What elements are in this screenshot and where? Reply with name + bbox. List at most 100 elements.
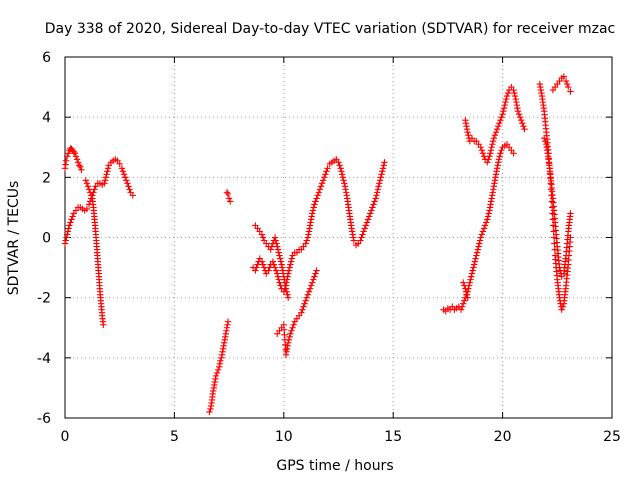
data-point bbox=[370, 201, 377, 208]
data-point bbox=[65, 150, 72, 157]
data-point bbox=[493, 126, 501, 133]
data-point bbox=[63, 231, 71, 238]
data-point bbox=[282, 285, 290, 292]
data-point bbox=[559, 303, 566, 310]
data-point bbox=[340, 177, 347, 184]
data-point bbox=[482, 219, 490, 226]
data-point bbox=[76, 162, 83, 169]
data-point bbox=[72, 153, 80, 160]
y-tick-label: -6 bbox=[37, 411, 51, 427]
data-point bbox=[288, 327, 295, 334]
data-point bbox=[286, 333, 293, 340]
data-point bbox=[67, 219, 74, 226]
data-point bbox=[476, 240, 483, 247]
data-point bbox=[102, 174, 110, 181]
data-point bbox=[63, 234, 70, 241]
data-point bbox=[213, 369, 221, 377]
data-point bbox=[467, 276, 474, 283]
data-point bbox=[462, 285, 469, 292]
data-point bbox=[371, 198, 378, 205]
data-point bbox=[269, 258, 277, 265]
data-point bbox=[495, 156, 503, 163]
data-point bbox=[319, 177, 327, 184]
data-point bbox=[375, 183, 382, 190]
data-point bbox=[472, 255, 479, 262]
data-point bbox=[68, 216, 75, 223]
data-point bbox=[252, 267, 259, 274]
data-point bbox=[357, 237, 364, 244]
data-point bbox=[303, 237, 310, 244]
data-point bbox=[365, 213, 373, 220]
data-point bbox=[70, 148, 77, 155]
data-point bbox=[104, 168, 111, 175]
data-point bbox=[490, 135, 498, 142]
data-point bbox=[322, 171, 329, 178]
data-point bbox=[520, 122, 527, 130]
data-point bbox=[309, 207, 317, 214]
data-point bbox=[381, 159, 388, 166]
axis-ticks: 0 5 10 15 20 25 -6 -4 -2 0 2 4 6 bbox=[37, 50, 621, 445]
data-point bbox=[285, 267, 293, 274]
data-point bbox=[484, 213, 492, 220]
data-point bbox=[69, 213, 76, 220]
data-point bbox=[85, 186, 93, 193]
data-point bbox=[373, 189, 381, 196]
data-point bbox=[516, 113, 524, 121]
data-point bbox=[488, 144, 495, 151]
data-point bbox=[360, 228, 367, 235]
data-point bbox=[83, 205, 91, 213]
data-point bbox=[548, 198, 556, 205]
data-point bbox=[101, 177, 109, 184]
data-point bbox=[521, 126, 528, 133]
data-point bbox=[86, 189, 94, 196]
data-point bbox=[567, 210, 574, 217]
data-point bbox=[276, 255, 284, 262]
data-point bbox=[223, 189, 231, 196]
data-point bbox=[313, 195, 320, 202]
data-point bbox=[299, 306, 306, 313]
data-point bbox=[310, 276, 317, 283]
data-point bbox=[74, 159, 82, 166]
data-point bbox=[337, 165, 344, 172]
data-point bbox=[567, 88, 574, 95]
data-point bbox=[468, 270, 476, 277]
data-point bbox=[313, 267, 320, 274]
data-point bbox=[119, 168, 127, 175]
data-point bbox=[497, 116, 504, 124]
data-point bbox=[359, 231, 366, 238]
data-point bbox=[315, 189, 323, 196]
data-point bbox=[460, 279, 467, 286]
data-point bbox=[73, 156, 81, 163]
data-point bbox=[486, 153, 493, 160]
data-point bbox=[268, 243, 275, 250]
data-point bbox=[314, 192, 321, 199]
data-point bbox=[502, 98, 509, 106]
y-tick-label: 4 bbox=[42, 110, 51, 126]
data-point bbox=[265, 267, 272, 274]
data-point bbox=[338, 168, 345, 175]
data-point bbox=[260, 264, 268, 271]
data-point bbox=[62, 157, 70, 164]
data-point bbox=[499, 110, 506, 118]
data-point bbox=[461, 297, 468, 304]
data-point bbox=[362, 222, 370, 229]
data-point bbox=[335, 159, 342, 166]
data-point bbox=[338, 171, 346, 178]
data-point bbox=[361, 225, 368, 232]
data-point bbox=[274, 246, 282, 253]
data-point bbox=[271, 234, 279, 241]
data-point bbox=[492, 129, 500, 136]
data-point bbox=[277, 258, 285, 265]
data-point bbox=[496, 153, 503, 160]
data-point bbox=[61, 240, 69, 247]
data-point bbox=[82, 177, 89, 184]
data-point bbox=[312, 270, 319, 277]
data-point bbox=[276, 252, 283, 259]
data-point bbox=[380, 162, 387, 169]
data-point bbox=[287, 258, 295, 265]
data-point bbox=[212, 372, 220, 380]
data-point bbox=[358, 234, 365, 241]
data-point bbox=[273, 240, 280, 247]
data-point bbox=[379, 165, 387, 172]
